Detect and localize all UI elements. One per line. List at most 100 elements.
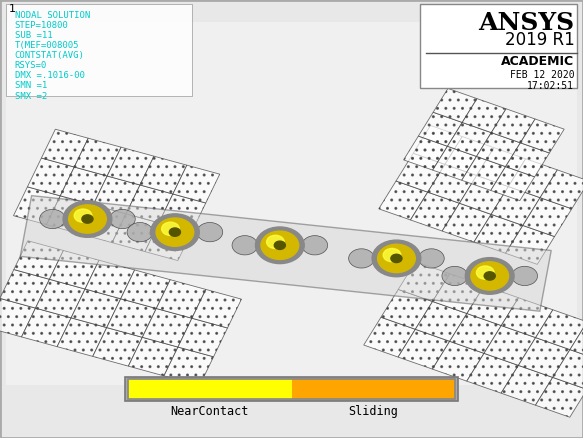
Bar	[93, 176, 140, 214]
Bar	[50, 251, 99, 289]
Circle shape	[63, 201, 112, 237]
Circle shape	[383, 248, 401, 262]
Bar	[140, 156, 187, 194]
Bar	[27, 158, 74, 196]
Text: FEB 12 2020: FEB 12 2020	[510, 70, 574, 80]
Bar	[420, 4, 577, 88]
Circle shape	[82, 215, 93, 223]
Bar	[521, 119, 564, 153]
Bar	[501, 365, 553, 405]
Bar	[467, 353, 518, 393]
Circle shape	[161, 222, 180, 236]
Bar	[107, 147, 154, 185]
Circle shape	[197, 223, 223, 242]
Circle shape	[302, 236, 328, 255]
Bar	[433, 341, 484, 381]
Bar	[523, 198, 572, 237]
Bar	[159, 194, 206, 232]
Bar	[459, 176, 508, 214]
Circle shape	[69, 205, 106, 233]
Bar	[505, 226, 554, 265]
Circle shape	[465, 258, 514, 294]
Bar	[398, 329, 449, 369]
Text: NearContact: NearContact	[171, 405, 249, 418]
Circle shape	[349, 249, 374, 268]
Bar	[112, 214, 159, 251]
Bar	[433, 274, 484, 314]
Bar	[173, 165, 220, 203]
Circle shape	[372, 240, 421, 277]
Circle shape	[442, 266, 468, 286]
Bar	[491, 187, 540, 226]
Text: ANSYS: ANSYS	[478, 11, 574, 35]
Bar	[0, 298, 36, 337]
Bar	[71, 289, 121, 328]
Bar	[433, 146, 476, 180]
Text: SMX =2: SMX =2	[15, 92, 47, 101]
Bar	[413, 125, 462, 164]
Circle shape	[127, 223, 153, 242]
Bar	[47, 196, 93, 233]
Text: RSYS=0: RSYS=0	[15, 61, 47, 71]
Bar	[60, 167, 107, 205]
Circle shape	[274, 241, 286, 250]
Bar	[128, 337, 178, 376]
Bar	[6, 4, 192, 96]
Circle shape	[378, 244, 415, 272]
Text: STEP=10800: STEP=10800	[15, 21, 68, 30]
Circle shape	[471, 262, 508, 290]
Bar	[428, 164, 477, 203]
Bar	[476, 133, 521, 166]
Bar	[403, 136, 447, 170]
Bar	[20, 196, 551, 311]
Bar	[467, 286, 518, 325]
Bar	[381, 290, 433, 329]
Bar	[491, 109, 535, 143]
Bar	[570, 322, 583, 362]
Bar	[398, 261, 450, 301]
Bar	[156, 280, 206, 318]
Bar	[508, 159, 557, 198]
Bar	[419, 112, 462, 146]
Bar	[445, 137, 494, 176]
Bar	[125, 377, 458, 401]
Text: SUB =11: SUB =11	[15, 31, 52, 40]
Bar	[518, 338, 570, 378]
Bar	[447, 123, 491, 156]
Bar	[449, 314, 501, 353]
Bar	[85, 260, 135, 299]
Bar	[462, 99, 506, 133]
Bar	[41, 129, 88, 167]
Bar	[501, 298, 553, 338]
Bar	[491, 166, 535, 201]
Text: Sliding: Sliding	[348, 405, 398, 418]
Bar	[36, 279, 85, 318]
Bar	[292, 379, 455, 399]
Circle shape	[512, 266, 538, 286]
Bar	[410, 192, 459, 231]
Bar	[145, 223, 192, 261]
Text: DMX =.1016-00: DMX =.1016-00	[15, 71, 85, 81]
Bar	[484, 325, 536, 365]
Text: CONTSTAT(AVG): CONTSTAT(AVG)	[15, 51, 85, 60]
Bar	[128, 379, 455, 399]
Bar	[13, 187, 60, 225]
Bar	[462, 156, 505, 191]
Bar	[442, 203, 491, 242]
Bar	[433, 88, 477, 123]
Bar	[6, 22, 577, 385]
Circle shape	[232, 236, 258, 255]
Text: ACADEMIC: ACADEMIC	[501, 55, 574, 68]
Bar	[474, 214, 523, 253]
Circle shape	[391, 254, 402, 263]
Bar	[79, 205, 126, 243]
Bar	[178, 318, 227, 357]
Bar	[57, 318, 107, 357]
Bar	[536, 310, 583, 350]
Bar	[14, 241, 64, 279]
Circle shape	[74, 209, 92, 223]
Bar	[379, 181, 428, 220]
Text: SMN =1: SMN =1	[15, 81, 47, 91]
Text: 2019 R1: 2019 R1	[504, 31, 574, 49]
Bar	[107, 299, 156, 337]
